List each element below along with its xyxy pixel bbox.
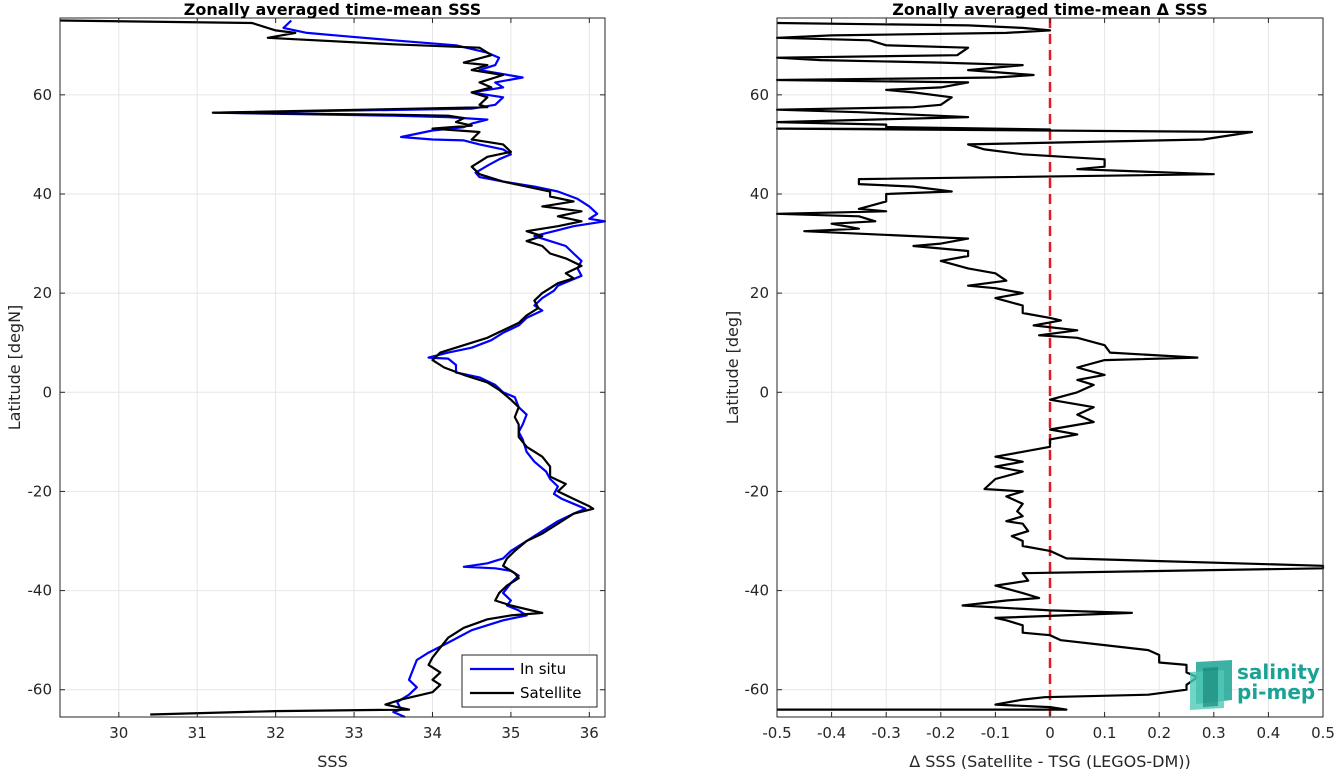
y-tick-label: 60 (33, 86, 52, 104)
y-tick-label: -40 (745, 582, 770, 600)
series-layer (775, 21, 1325, 711)
legend-label: In situ (520, 660, 566, 678)
x-tick-label: 0.3 (1202, 724, 1226, 742)
tick-layer: -0.5 -0.4 -0.3 -0.2 -0.1 0 0.1 0.2 0.3 0.4 0.5 -60 -… (745, 18, 1335, 742)
x-tick-label: 35 (501, 724, 520, 742)
axes-box (59, 17, 606, 718)
x-tick-label: -0.5 (762, 724, 791, 742)
x-tick-label: 0.2 (1147, 724, 1171, 742)
y-tick-label: -20 (28, 482, 53, 500)
legend-label: Satellite (520, 684, 581, 702)
y-tick-label: 40 (33, 185, 52, 203)
plot-area (60, 18, 605, 717)
y-tick-label: -40 (28, 582, 53, 600)
series-line-0 (775, 21, 1325, 711)
y-tick-label: -20 (745, 482, 770, 500)
y-tick-label: -60 (745, 681, 770, 699)
y-tick-label: 20 (750, 284, 769, 302)
grid-lines (776, 18, 1324, 717)
y-tick-label: 20 (33, 284, 52, 302)
y-tick-label: 60 (750, 86, 769, 104)
x-axis-label: Δ SSS (Satellite - TSG (LEGOS-DM)) (909, 752, 1191, 769)
x-tick-label: 30 (109, 724, 128, 742)
delta-sss-panel: -0.5 -0.4 -0.3 -0.2 -0.1 0 0.1 0.2 0.3 0.4 0.5 -60 -… (723, 0, 1335, 769)
y-tick-label: 0 (42, 383, 52, 401)
y-axis-label: Latitude [deg] (723, 311, 742, 425)
x-tick-label: 32 (266, 724, 285, 742)
legend: In situ Satellite (461, 654, 598, 708)
x-tick-label: -0.4 (817, 724, 846, 742)
legend-box (461, 654, 598, 708)
x-tick-label: -0.3 (872, 724, 901, 742)
x-tick-label: 0.5 (1311, 724, 1335, 742)
series-layer (59, 19, 607, 719)
chart-title: Zonally averaged time-mean Δ SSS (892, 0, 1208, 19)
x-tick-label: -0.2 (926, 724, 955, 742)
y-axis-label: Latitude [degN] (5, 305, 24, 431)
x-tick-label: 36 (580, 724, 599, 742)
salinity-pi-mep-logo: salinity pi-mep (1190, 660, 1320, 710)
x-tick-label: 33 (345, 724, 364, 742)
chart-title: Zonally averaged time-mean SSS (184, 0, 482, 19)
y-tick-label: 0 (759, 383, 769, 401)
series-line-satellite (59, 19, 595, 716)
x-tick-label: 0 (1045, 724, 1055, 742)
logo-text-line1: salinity (1237, 660, 1320, 684)
logo-text-line2: pi-mep (1237, 680, 1315, 704)
x-tick-label: 0.4 (1256, 724, 1280, 742)
tick-layer: 30 31 32 33 34 35 36 -60 -40 -20 0 20 40 60 (28, 18, 605, 742)
x-tick-label: 0.1 (1093, 724, 1117, 742)
x-tick-label: 31 (188, 724, 207, 742)
sss-panel: 30 31 32 33 34 35 36 -60 -40 -20 0 20 40 60 Zonally a… (5, 0, 607, 769)
grid-lines (60, 18, 605, 717)
x-tick-label: 34 (423, 724, 442, 742)
x-axis-label: SSS (317, 752, 347, 769)
y-tick-label: -60 (28, 681, 53, 699)
y-tick-label: 40 (750, 185, 769, 203)
logo-mark-icon (1190, 660, 1232, 710)
x-tick-label: -0.1 (981, 724, 1010, 742)
series-line-in-situ (211, 19, 607, 719)
